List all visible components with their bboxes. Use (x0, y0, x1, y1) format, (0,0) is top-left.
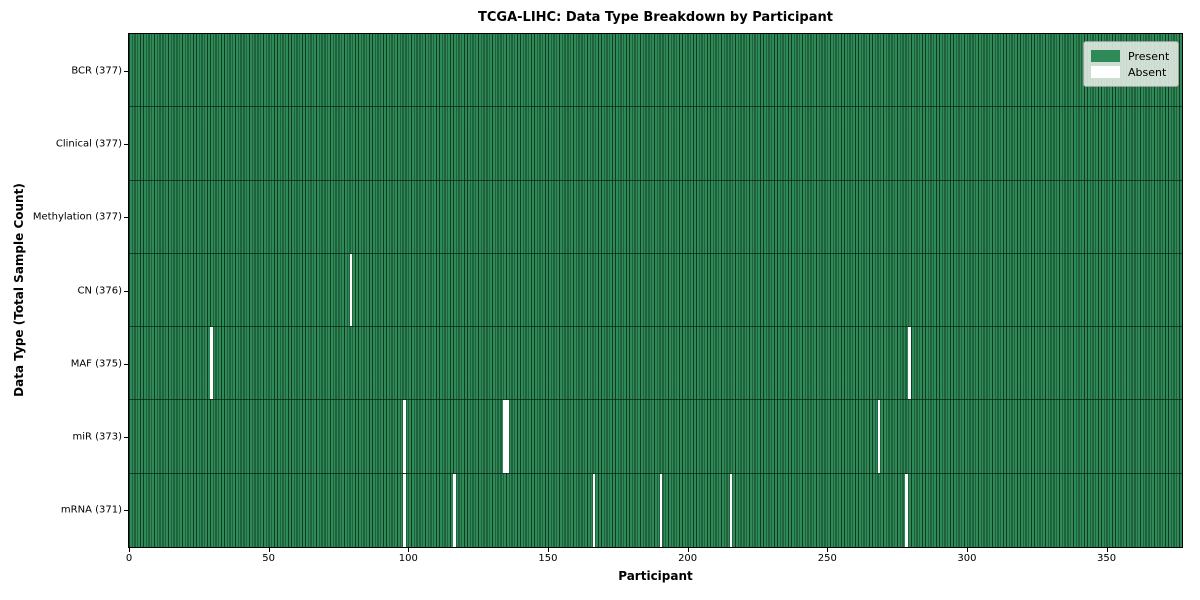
y-tick-mark (124, 217, 128, 219)
plot-area (128, 33, 1183, 548)
x-tick-mark (966, 548, 968, 552)
legend: Present Absent (1083, 41, 1180, 87)
absent-marker-MAF-30 (209, 327, 213, 400)
absent-marker-mRNA-191 (659, 473, 663, 547)
x-tick-label-350: 350 (1097, 553, 1117, 564)
x-tick-label-250: 250 (817, 553, 837, 564)
y-tick-mark (124, 290, 128, 292)
x-tick-mark (687, 548, 689, 552)
y-tick-mark (124, 143, 128, 145)
y-tick-mark (124, 437, 128, 439)
chart-title: TCGA-LIHC: Data Type Breakdown by Partic… (478, 10, 833, 25)
y-tick-label-mRNA: mRNA (371) (60, 504, 122, 516)
absent-marker-CN-80 (349, 253, 353, 327)
x-tick-label-0: 0 (125, 553, 133, 564)
heatmap-row-MAF (129, 327, 1182, 401)
absent-marker-miR-269 (877, 400, 881, 473)
absent-marker-mRNA-117 (452, 473, 456, 547)
legend-swatch-absent (1091, 66, 1120, 78)
y-tick-label-CN: CN (376) (77, 285, 122, 296)
absent-marker-miR-135 (503, 400, 507, 473)
x-tick-label-150: 150 (538, 553, 558, 564)
y-tick-mark (124, 510, 128, 512)
heatmap-row-mRNA (129, 473, 1182, 547)
y-tick-label-MAF: MAF (375) (70, 358, 122, 370)
heatmap-row-miR (129, 400, 1182, 474)
x-tick-mark (1106, 548, 1108, 552)
x-tick-label-200: 200 (678, 553, 698, 564)
legend-swatch-present (1091, 50, 1120, 62)
y-tick-label-miR: miR (373) (72, 431, 122, 443)
absent-marker-mRNA-167 (592, 473, 596, 547)
heatmap-row-BCR (129, 34, 1182, 108)
heatmap-row-CN (129, 253, 1182, 328)
x-tick-label-50: 50 (262, 553, 276, 564)
x-tick-mark (547, 548, 549, 552)
legend-label-absent: Absent (1128, 65, 1167, 79)
x-tick-mark (268, 548, 270, 552)
legend-entry-present: Present (1091, 48, 1169, 64)
y-tick-mark (124, 363, 128, 365)
x-tick-mark (827, 548, 829, 552)
y-tick-label-Methylation: Methylation (377) (32, 211, 122, 223)
absent-marker-mRNA-279 (905, 473, 909, 547)
absent-marker-MAF-280 (908, 327, 912, 400)
y-axis-title: Data Type (Total Sample Count) (12, 183, 26, 397)
heatmap-row-Clinical (129, 107, 1182, 181)
heatmap-row-Methylation (129, 181, 1182, 254)
legend-label-present: Present (1128, 49, 1170, 63)
legend-entry-absent: Absent (1091, 64, 1169, 80)
x-tick-mark (408, 548, 410, 552)
y-tick-mark (124, 70, 128, 72)
absent-marker-miR-136 (506, 400, 509, 473)
x-tick-label-100: 100 (398, 553, 418, 564)
absent-marker-mRNA-216 (729, 473, 733, 547)
x-tick-mark (129, 548, 130, 552)
x-tick-label-300: 300 (957, 553, 977, 564)
absent-marker-mRNA-99 (402, 473, 406, 547)
y-tick-label-Clinical: Clinical (377) (55, 138, 122, 150)
absent-marker-miR-99 (402, 400, 406, 473)
x-axis-title: Participant (618, 569, 693, 583)
y-tick-label-BCR: BCR (377) (71, 65, 122, 77)
